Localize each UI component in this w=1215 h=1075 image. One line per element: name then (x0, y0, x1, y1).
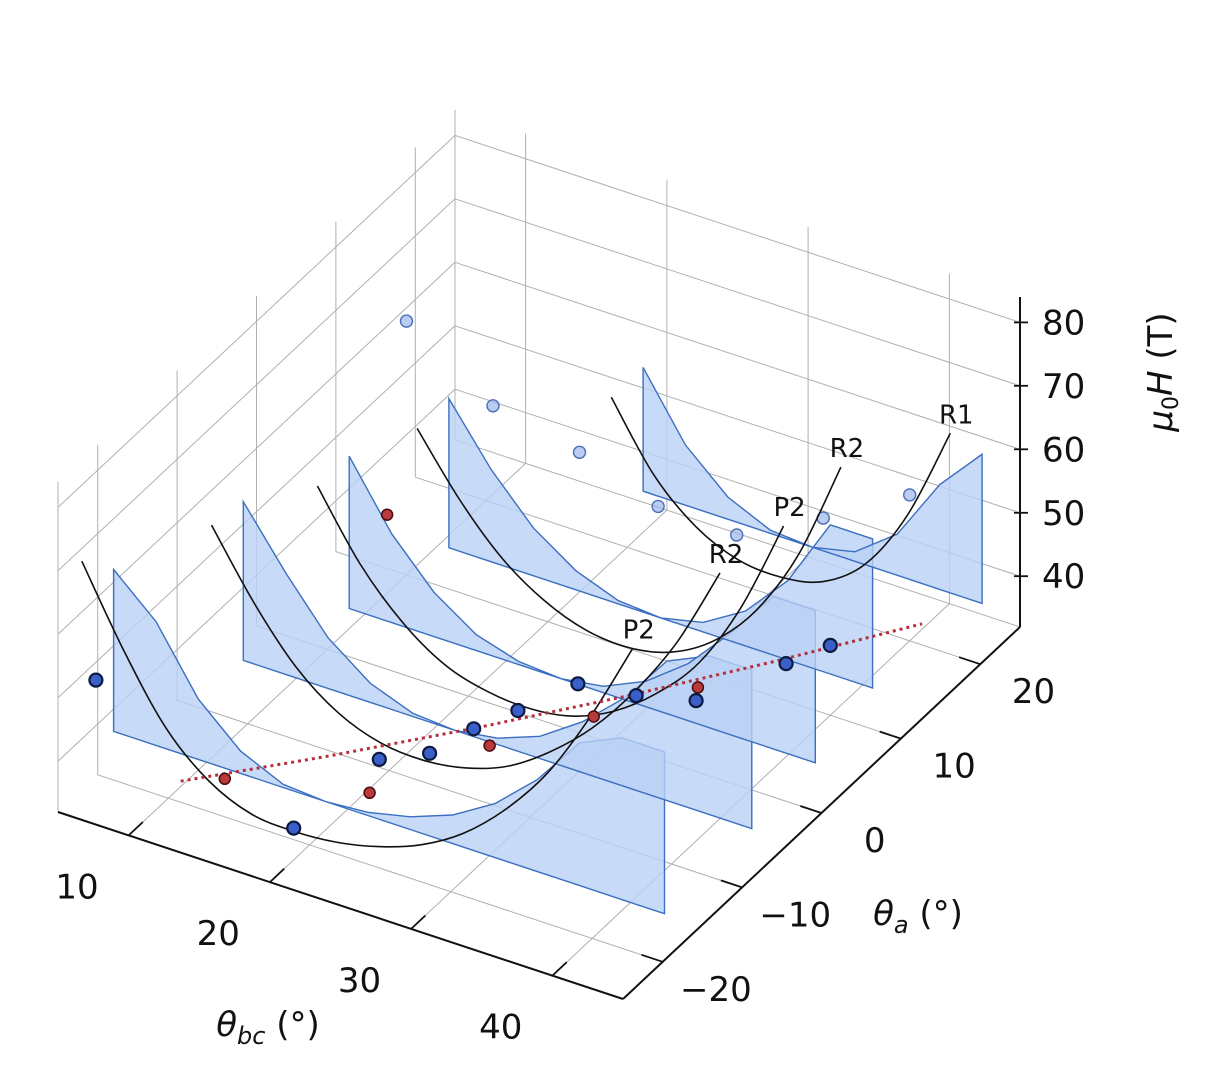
surface-band-4 (642, 367, 983, 605)
y-tick-2 (800, 805, 822, 814)
curve-label-1: R2 (709, 540, 744, 570)
front-point-0 (88, 672, 104, 688)
floor-grid-y-0 (97, 774, 663, 963)
z-tick-label-1: 50 (1042, 494, 1085, 534)
curve-3 (416, 427, 842, 654)
x-tick-label-2: 30 (338, 961, 381, 1001)
curve-2 (316, 485, 785, 717)
y-tick-4 (958, 656, 981, 666)
curve-label-4: R1 (939, 400, 974, 430)
z-tick-label-3: 70 (1042, 367, 1085, 407)
red-point-0 (218, 772, 232, 786)
front-point-7 (628, 687, 644, 704)
y-tick-3 (879, 730, 902, 740)
x-tick-3 (551, 961, 568, 977)
back-grid-z-3 (454, 198, 1021, 387)
x-axis-label: θbc (°) (216, 1005, 320, 1050)
back-dot-layer (399, 314, 917, 542)
y-tick-label-3: 10 (932, 747, 975, 787)
back-point-3 (651, 499, 665, 514)
front-point-1 (286, 820, 302, 836)
left-grid-z-3 (57, 198, 456, 572)
surface-band-1 (242, 499, 753, 830)
x-tick-label-1: 20 (197, 914, 240, 954)
y-tick-label-2: 0 (864, 821, 886, 861)
red-point-1 (363, 786, 376, 800)
y-tick-label-1: −10 (759, 895, 831, 935)
front-point-9 (778, 655, 794, 672)
back-point-0 (399, 314, 414, 328)
front-point-5 (510, 702, 526, 719)
trend-line (180, 622, 923, 783)
x-tick-label-0: 10 (55, 867, 98, 907)
trend-layer (180, 622, 923, 783)
curve-label-2: P2 (773, 493, 805, 523)
red-point-5 (380, 508, 394, 521)
red-point-4 (691, 681, 705, 694)
x-tick-label-3: 40 (479, 1008, 522, 1048)
y-tick-0 (641, 953, 663, 963)
z-tick-label-2: 60 (1042, 430, 1085, 470)
curve-label-3: R2 (830, 434, 865, 464)
y-tick-label-4: 20 (1012, 672, 1055, 712)
y-tick-1 (720, 879, 743, 889)
front-point-6 (570, 676, 586, 692)
red-point-3 (587, 710, 600, 723)
x-tick-0 (127, 821, 144, 837)
left-grid-z-4 (57, 135, 456, 508)
front-dot-layer (88, 508, 838, 836)
front-point-4 (466, 721, 482, 737)
front-point-10 (822, 637, 838, 654)
curve-4 (610, 396, 952, 584)
x-axis-line (57, 811, 624, 1000)
red-point-2 (483, 739, 496, 752)
z-axis-label: μ0H (T) (1141, 312, 1184, 432)
back-grid-z-4 (454, 134, 1021, 323)
label-layer: θbc (°) θa (°) μ0H (T) P2 R2 P2 R2 R1 (216, 312, 1184, 1050)
back-point-4 (730, 528, 744, 542)
surface-band-3 (448, 396, 874, 689)
curve-label-0: P2 (623, 615, 655, 645)
axis-layer: 10 20 30 40 −20−10 0 10 20 40 50 60 70 80 (55, 297, 1085, 1048)
z-tick-label-0: 40 (1042, 557, 1085, 597)
back-point-6 (903, 488, 917, 502)
x-tick-1 (269, 868, 285, 883)
front-point-3 (422, 745, 438, 761)
y-axis-label: θa (°) (873, 894, 963, 939)
back-grid-z-2 (454, 261, 1021, 450)
curve-0 (81, 560, 634, 848)
back-point-2 (572, 445, 587, 459)
x-tick-2 (410, 914, 427, 930)
y-tick-label-0: −20 (680, 970, 752, 1010)
z-tick-label-4: 80 (1042, 303, 1085, 343)
left-grid-z-2 (57, 261, 456, 635)
surface-band-0 (112, 567, 666, 915)
back-grid-z-1 (454, 325, 1021, 514)
back-point-1 (486, 399, 500, 413)
front-point-8 (688, 692, 704, 709)
front-point-2 (371, 751, 387, 768)
